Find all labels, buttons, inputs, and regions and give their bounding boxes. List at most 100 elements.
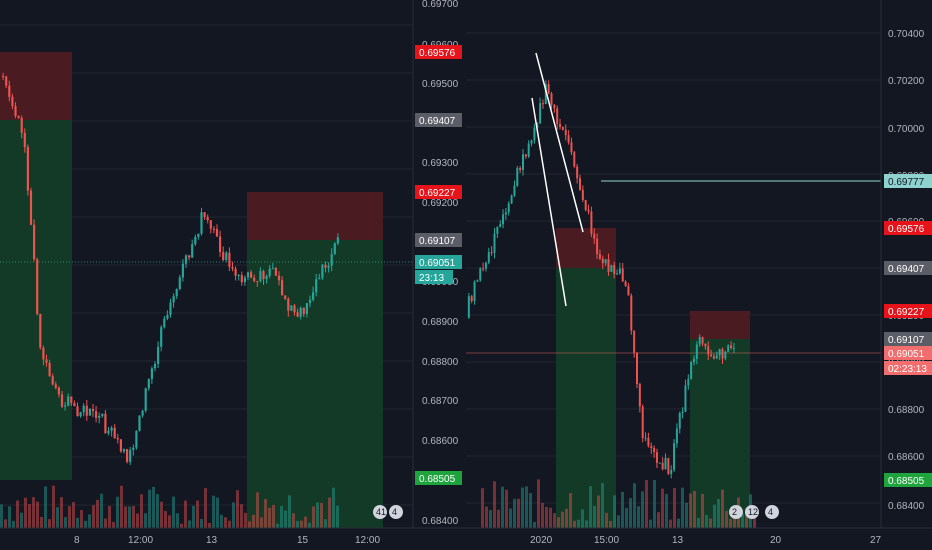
right-volume-bar <box>585 520 588 528</box>
right-candle <box>667 457 670 474</box>
left-chart-canvas[interactable]: 0.697000.696000.695000.694000.693000.692… <box>0 0 466 550</box>
right-candle <box>624 281 627 286</box>
left-volume-bar <box>180 523 183 528</box>
left-volume-bar <box>92 505 95 528</box>
right-candle <box>641 406 644 438</box>
left-candle <box>160 327 163 347</box>
left-candle <box>17 115 20 118</box>
left-volume-bar <box>200 518 203 528</box>
right-volume-bar <box>525 486 528 528</box>
right-volume-bar <box>573 520 576 528</box>
left-candle <box>135 430 138 448</box>
right-chart-canvas[interactable]: 0.704000.702000.700000.698000.696000.694… <box>466 0 932 550</box>
left-volume-bar <box>80 509 83 528</box>
left-volume-bar <box>56 507 59 528</box>
left-chart-panel[interactable]: 0.697000.696000.695000.694000.693000.692… <box>0 0 466 550</box>
event-badge[interactable]: 41 <box>373 505 387 519</box>
right-volume-bar <box>493 481 496 528</box>
right-candle <box>559 124 562 127</box>
left-candle <box>157 346 160 364</box>
right-candle <box>504 212 507 215</box>
left-candle <box>51 376 54 385</box>
right-volume-bar <box>713 504 716 528</box>
left-candle <box>293 305 296 313</box>
left-candle <box>113 427 116 438</box>
stop-loss-zone <box>556 228 616 268</box>
right-candle <box>687 378 690 386</box>
left-volume-bar <box>40 516 43 528</box>
trendline-lower[interactable] <box>531 97 567 307</box>
time-tick-label: 20 <box>770 535 782 546</box>
left-volume-bar <box>268 507 271 528</box>
right-candle <box>544 84 547 105</box>
left-volume-bar <box>108 505 111 528</box>
left-volume-bar <box>84 520 87 528</box>
left-candle <box>36 259 39 314</box>
left-candle <box>60 394 64 407</box>
right-candle <box>579 178 581 190</box>
right-volume-bar <box>745 507 748 528</box>
left-volume-bar <box>236 490 239 528</box>
event-badge-circle <box>373 505 387 519</box>
left-volume-bar <box>332 487 335 528</box>
left-candle <box>48 362 51 377</box>
left-volume-bar <box>48 519 51 528</box>
right-candle <box>527 143 530 157</box>
right-candle <box>550 93 553 105</box>
left-volume-bar <box>204 488 207 528</box>
right-candle <box>675 428 678 444</box>
right-candle <box>630 295 633 331</box>
right-candle <box>536 123 539 128</box>
left-candle <box>5 76 8 86</box>
left-candle <box>184 255 188 264</box>
event-badge-extra-circle <box>389 505 403 519</box>
price-marker-069777-text: 0.69777 <box>888 177 925 188</box>
left-candle <box>188 255 191 258</box>
price-marker-069227-text: 0.69227 <box>888 307 925 318</box>
right-volume-bar <box>501 486 504 528</box>
right-candle <box>479 268 482 281</box>
right-candle <box>721 349 724 359</box>
right-candle <box>618 268 621 274</box>
price-marker-068505-bg <box>415 471 462 485</box>
right-volume-bar <box>681 487 684 528</box>
right-candle <box>664 457 667 470</box>
event-badge-b[interactable]: 12 <box>745 505 759 519</box>
left-volume-bar <box>240 504 243 528</box>
left-candle <box>330 253 333 266</box>
time-tick-label: 12:00 <box>355 535 380 546</box>
right-volume-bar <box>545 506 548 528</box>
right-candle <box>607 259 610 272</box>
left-candle <box>191 244 194 258</box>
right-candle <box>730 345 733 348</box>
event-badge-extra[interactable]: 4 <box>765 505 779 519</box>
time-tick-label: 13 <box>672 535 684 546</box>
left-volume-bar <box>188 520 191 528</box>
right-volume-bar <box>485 506 488 528</box>
event-badge[interactable]: 2 <box>729 505 743 519</box>
right-volume-bar <box>753 514 756 528</box>
event-badge-extra[interactable]: 4 <box>389 505 403 519</box>
right-candle <box>704 343 707 347</box>
price-marker-069576-bg <box>415 45 462 59</box>
left-candle <box>11 96 14 107</box>
price-marker-069051: 0.69051 <box>415 255 462 269</box>
left-candle <box>147 379 150 389</box>
right-candle <box>473 281 476 302</box>
right-chart-panel[interactable]: 0.704000.702000.700000.698000.696000.694… <box>466 0 932 550</box>
left-candle <box>119 439 122 452</box>
left-candle <box>122 449 126 452</box>
trendline-upper[interactable] <box>535 52 584 233</box>
right-volume-bar <box>561 511 564 528</box>
price-marker-069107-bg <box>884 332 932 346</box>
take-profit-zone <box>247 240 383 528</box>
left-candle <box>107 430 110 434</box>
left-volume-bar <box>248 521 251 528</box>
left-volume-bar <box>140 494 143 528</box>
left-volume-bar <box>184 500 187 528</box>
right-volume-bar <box>657 512 660 528</box>
event-badge-b-circle <box>745 505 759 519</box>
time-tick-label: 15 <box>297 535 309 546</box>
price-tick-label: 0.68600 <box>422 436 459 447</box>
price-marker-069051-text: 0.69051 <box>888 349 925 360</box>
